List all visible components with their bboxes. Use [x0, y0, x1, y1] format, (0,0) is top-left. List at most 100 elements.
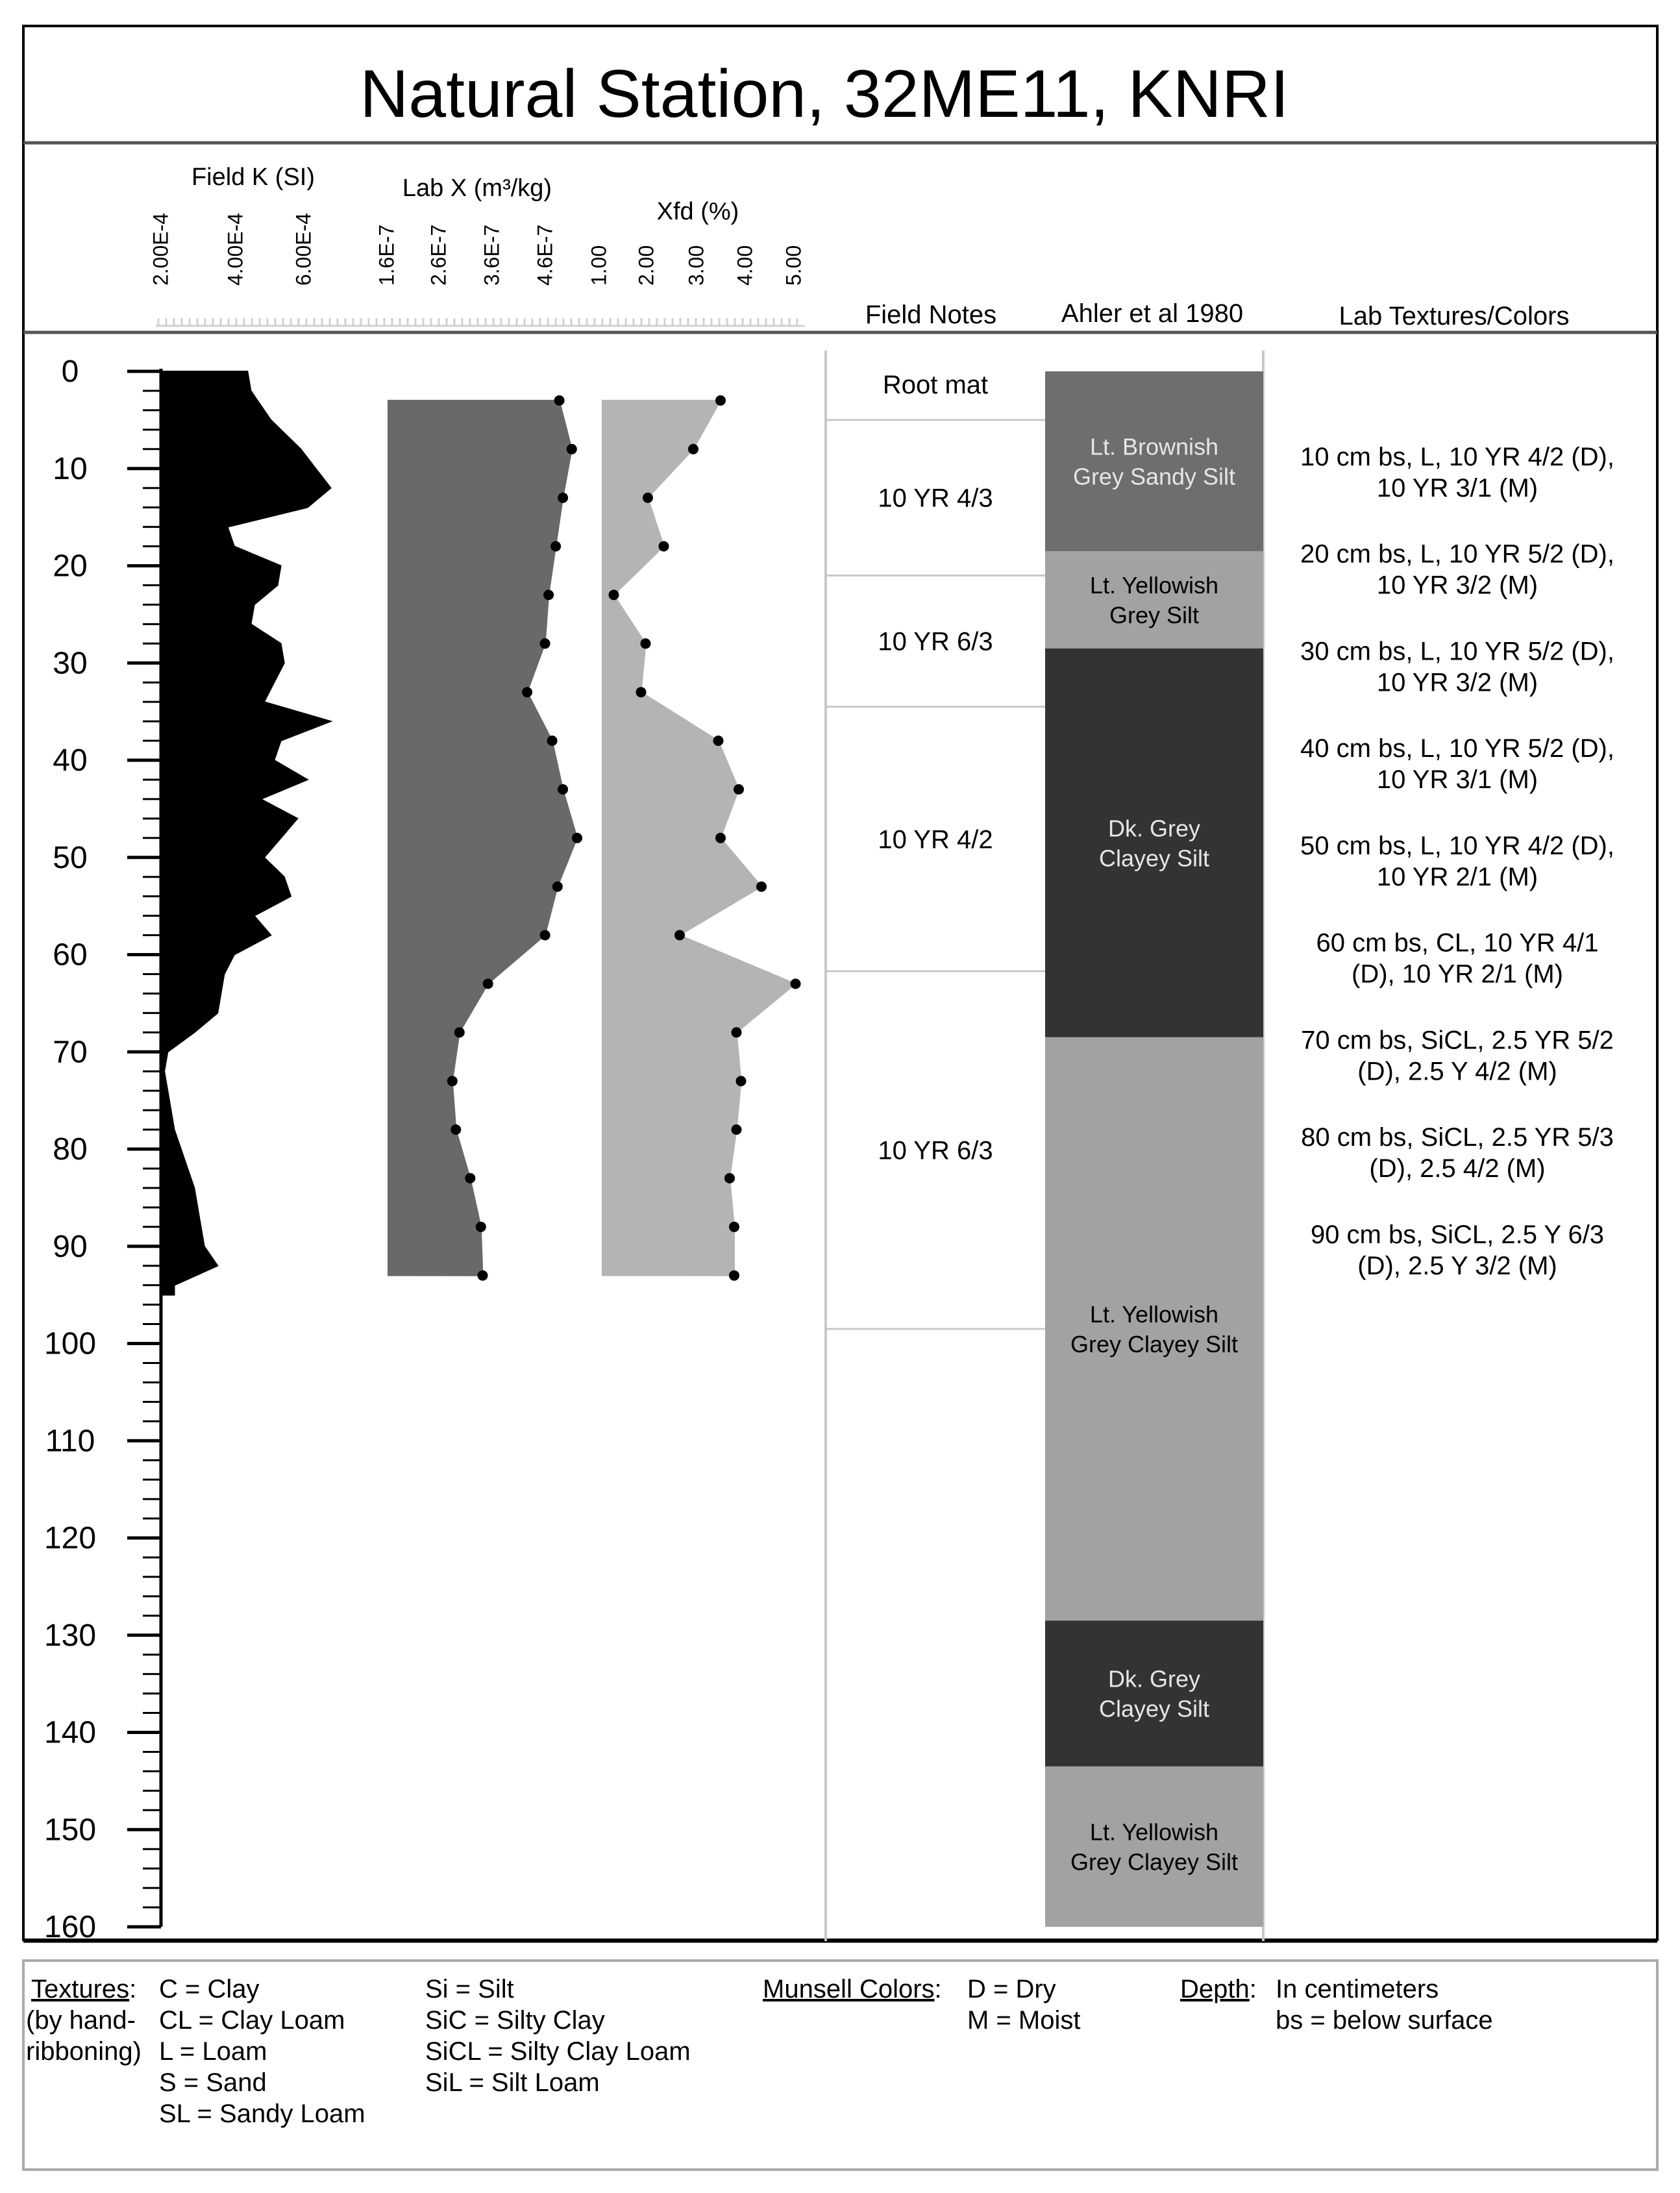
field-notes-header: Field Notes: [865, 301, 996, 329]
depth-tick-label: 20: [53, 549, 87, 584]
legend-depth-bs: bs = below surface: [1276, 2006, 1493, 2035]
ahler-unit-block: [1045, 648, 1263, 1037]
xfd-data-point: [640, 638, 651, 649]
lab-x-data-point: [522, 687, 533, 698]
lab-x-scale-label: 4.6E-7: [533, 225, 556, 286]
ahler-unit-label: Dk. Grey: [1108, 1666, 1200, 1692]
lab-x-data-point: [543, 589, 554, 601]
field-note-label: Root mat: [883, 371, 988, 399]
xfd-data-point: [643, 492, 653, 503]
ahler-unit-label: Grey Clayey Silt: [1070, 1848, 1238, 1875]
lab-texture-entry: (D), 2.5 Y 4/2 (M): [1357, 1057, 1557, 1085]
lab-x-scale-label: 2.6E-7: [426, 225, 450, 286]
lab-x-data-point: [447, 1076, 458, 1087]
lab-texture-entry: (D), 10 YR 2/1 (M): [1352, 960, 1563, 989]
xfd-data-point: [756, 881, 767, 892]
depth-tick-label: 120: [44, 1521, 96, 1555]
xfd-data-point: [731, 1027, 742, 1038]
xfd-scale-label: 3.00: [684, 245, 708, 286]
lab-x-scale-label: 3.6E-7: [480, 225, 503, 286]
lab-texture-entry: 50 cm bs, L, 10 YR 4/2 (D),: [1300, 832, 1614, 860]
xfd-scale-label: 2.00: [634, 245, 658, 286]
ahler-unit-label: Lt. Yellowish: [1090, 572, 1218, 599]
legend-texture-sic: SiC = Silty Clay: [425, 2006, 605, 2035]
lab-x-data-point: [477, 1270, 488, 1281]
legend-texture-c: C = Clay: [159, 1975, 260, 2003]
field-k-scale-label: 2.00E-4: [149, 213, 172, 286]
xfd-scale-label: 4.00: [733, 245, 756, 286]
depth-tick-label: 50: [53, 841, 87, 875]
ahler-unit-label: Lt. Brownish: [1090, 434, 1218, 460]
xfd-data-point: [715, 832, 726, 843]
legend-texture-sicl: SiCL = Silty Clay Loam: [425, 2037, 691, 2066]
lab-texture-entry: 90 cm bs, SiCL, 2.5 Y 6/3: [1311, 1220, 1604, 1249]
xfd-data-point: [713, 736, 724, 746]
depth-tick-label: 140: [44, 1716, 96, 1750]
depth-tick-label: 70: [53, 1035, 87, 1069]
depth-tick-label: 90: [53, 1230, 87, 1264]
xfd-data-point: [724, 1172, 735, 1183]
legend-munsell-dry: D = Dry: [967, 1975, 1056, 2003]
xfd-data-point: [734, 784, 744, 795]
lab-x-profile-area: [388, 399, 578, 1276]
lab-x-data-point: [550, 541, 562, 552]
lab-texture-entry: 10 YR 3/2 (M): [1377, 571, 1538, 600]
field-k-scale-label: 4.00E-4: [223, 213, 247, 286]
lab-x-header: Lab X (m³/kg): [402, 175, 552, 202]
legend-textures-note-2: ribboning): [26, 2037, 142, 2066]
xfd-data-point: [674, 930, 685, 941]
ahler-unit-label: Lt. Yellowish: [1090, 1818, 1218, 1845]
legend-texture-sil: SiL = Silt Loam: [425, 2068, 600, 2097]
ahler-unit-block: [1045, 1620, 1263, 1766]
legend-textures-note-1: (by hand-: [26, 2006, 136, 2035]
lab-texture-entry: 10 YR 3/1 (M): [1377, 765, 1538, 794]
legend-texture-sl: SL = Sandy Loam: [159, 2100, 365, 2128]
field-note-label: 10 YR 4/2: [878, 825, 993, 854]
depth-tick-label: 160: [44, 1910, 96, 1944]
lab-x-data-point: [552, 881, 563, 892]
lab-x-data-point: [539, 930, 550, 941]
ahler-unit-label: Clayey Silt: [1099, 845, 1209, 871]
ahler-unit-block: [1045, 371, 1263, 552]
lab-x-scale-label: 1.6E-7: [375, 225, 398, 286]
xfd-data-point: [608, 589, 619, 601]
xfd-data-point: [658, 541, 669, 552]
ahler-unit-label: Grey Sandy Silt: [1073, 464, 1235, 490]
field-k-profile-area: [160, 371, 333, 1296]
depth-tick-label: 40: [53, 743, 87, 778]
lab-x-data-point: [554, 395, 565, 406]
lab-x-data-point: [558, 784, 569, 795]
lab-x-data-point: [465, 1172, 476, 1183]
field-note-label: 10 YR 6/3: [878, 1136, 993, 1165]
lab-x-data-point: [451, 1124, 462, 1135]
lab-x-data-point: [558, 492, 569, 503]
ahler-unit-label: Lt. Yellowish: [1090, 1301, 1218, 1328]
ahler-header: Ahler et al 1980: [1061, 299, 1243, 328]
lab-x-data-point: [572, 832, 582, 843]
ahler-unit-block: [1045, 1037, 1263, 1621]
xfd-data-point: [731, 1124, 742, 1135]
figure-title: Natural Station, 32ME11, KNRI: [360, 56, 1289, 132]
legend-textures-heading: Textures:: [31, 1975, 137, 2003]
xfd-data-point: [715, 395, 726, 406]
field-k-scale-label: 6.00E-4: [291, 213, 315, 286]
xfd-scale-label: 5.00: [782, 245, 805, 286]
depth-tick-label: 10: [53, 452, 87, 486]
field-k-header: Field K (SI): [191, 164, 315, 191]
lab-texture-entry: 10 YR 3/2 (M): [1377, 668, 1538, 697]
lab-x-data-point: [482, 978, 493, 989]
lab-x-data-point: [539, 638, 550, 649]
lab-x-data-point: [566, 443, 577, 454]
ahler-unit-label: Dk. Grey: [1108, 815, 1200, 841]
lab-texture-entry: 80 cm bs, SiCL, 2.5 YR 5/3: [1301, 1123, 1614, 1152]
xfd-profile-area: [602, 399, 797, 1276]
legend-texture-s: S = Sand: [159, 2068, 267, 2097]
legend-depth-heading: Depth:: [1180, 1975, 1257, 2003]
depth-tick-label: 110: [45, 1424, 95, 1458]
ahler-column: Lt. Brownish Grey Sandy Silt Lt. Yellowish…: [1045, 371, 1263, 1927]
ahler-unit-label: Grey Clayey Silt: [1070, 1331, 1238, 1357]
lab-textures-header: Lab Textures/Colors: [1339, 302, 1570, 330]
depth-tick-label: 60: [53, 938, 87, 973]
legend-texture-l: L = Loam: [159, 2037, 267, 2066]
